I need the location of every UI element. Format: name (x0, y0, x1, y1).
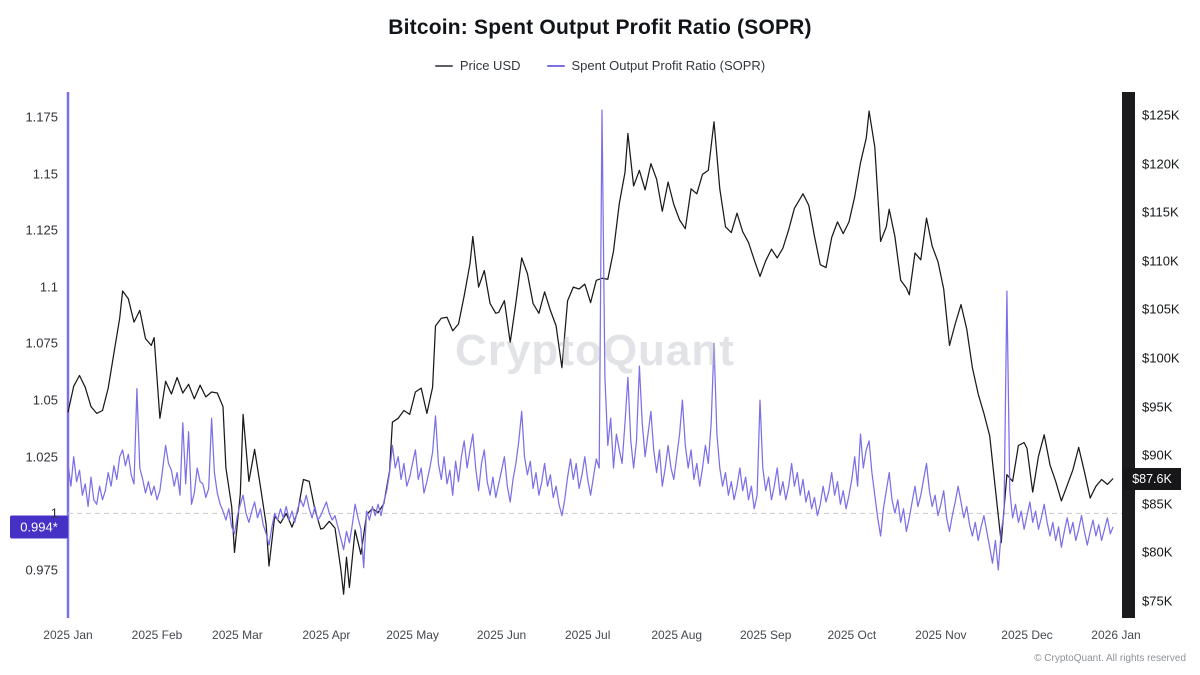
x-axis-tick: 2025 Feb (131, 628, 183, 642)
price-legend-swatch (434, 64, 453, 67)
legend-item-sopr[interactable]: Spent Output Profit Ratio (SOPR) (546, 58, 766, 73)
right-axis-tick: $105K (1142, 301, 1180, 317)
x-axis-tick: 2025 Jan (43, 628, 93, 642)
right-axis-tick: $100K (1142, 350, 1180, 366)
right-axis-spine (1122, 92, 1135, 618)
right-axis-tick: $75K (1142, 593, 1173, 609)
x-axis-tick: 2025 Nov (915, 628, 967, 642)
x-axis-tick: 2025 Mar (212, 628, 263, 642)
x-axis-tick: 2025 Oct (827, 628, 877, 642)
left-axis-tick: 1.075 (25, 335, 58, 351)
copyright-notice: © CryptoQuant. All rights reserved (1034, 653, 1186, 664)
x-axis-tick: 2025 Sep (740, 628, 792, 642)
x-axis-tick: 2025 Apr (302, 628, 351, 642)
right-axis-tick: $125K (1142, 107, 1180, 123)
x-axis-tick: 2025 Dec (1001, 628, 1053, 642)
left-axis-tick: 1 (50, 505, 58, 521)
page-title: Bitcoin: Spent Output Profit Ratio (SOPR… (388, 16, 812, 39)
legend-item-price[interactable]: Price USD (434, 58, 521, 73)
left-axis-tick: 1.1 (39, 279, 58, 295)
right-axis-tick: $95K (1142, 399, 1173, 415)
left-axis-tick: 1.175 (25, 109, 58, 125)
x-axis-tick: 2025 Jun (476, 628, 527, 642)
x-axis-tick: 2026 Jan (1091, 628, 1141, 642)
right-axis-tick: $90K (1142, 447, 1173, 463)
chart-legend: Price USD Spent Output Profit Ratio (SOP… (0, 58, 1200, 73)
left-axis-tick: 1.15 (32, 166, 58, 182)
sopr-line-series (67, 109, 1114, 571)
right-axis-tick: $115K (1142, 204, 1179, 220)
sopr-current-badge: 0.994* (10, 515, 68, 539)
price-legend-label: Price USD (459, 58, 521, 73)
right-axis-tick: $120K (1142, 156, 1180, 172)
sopr-legend-label: Spent Output Profit Ratio (SOPR) (571, 58, 766, 73)
x-axis-tick: 2025 Jul (565, 628, 611, 642)
price-line-series (67, 110, 1114, 595)
left-axis-tick: 1.05 (32, 392, 58, 408)
right-axis-tick: $85K (1142, 496, 1173, 512)
right-axis-tick: $80K (1142, 544, 1173, 560)
right-axis-tick: $110K (1142, 253, 1179, 269)
x-axis-tick: 2025 Aug (651, 628, 703, 642)
x-axis-tick: 2025 May (386, 628, 439, 642)
left-axis-tick: 1.025 (25, 449, 58, 465)
price-current-badge: $87.6K (1123, 467, 1181, 490)
left-axis-tick: 0.975 (25, 562, 58, 578)
left-axis-tick: 1.125 (25, 222, 58, 238)
sopr-legend-swatch (546, 64, 565, 67)
